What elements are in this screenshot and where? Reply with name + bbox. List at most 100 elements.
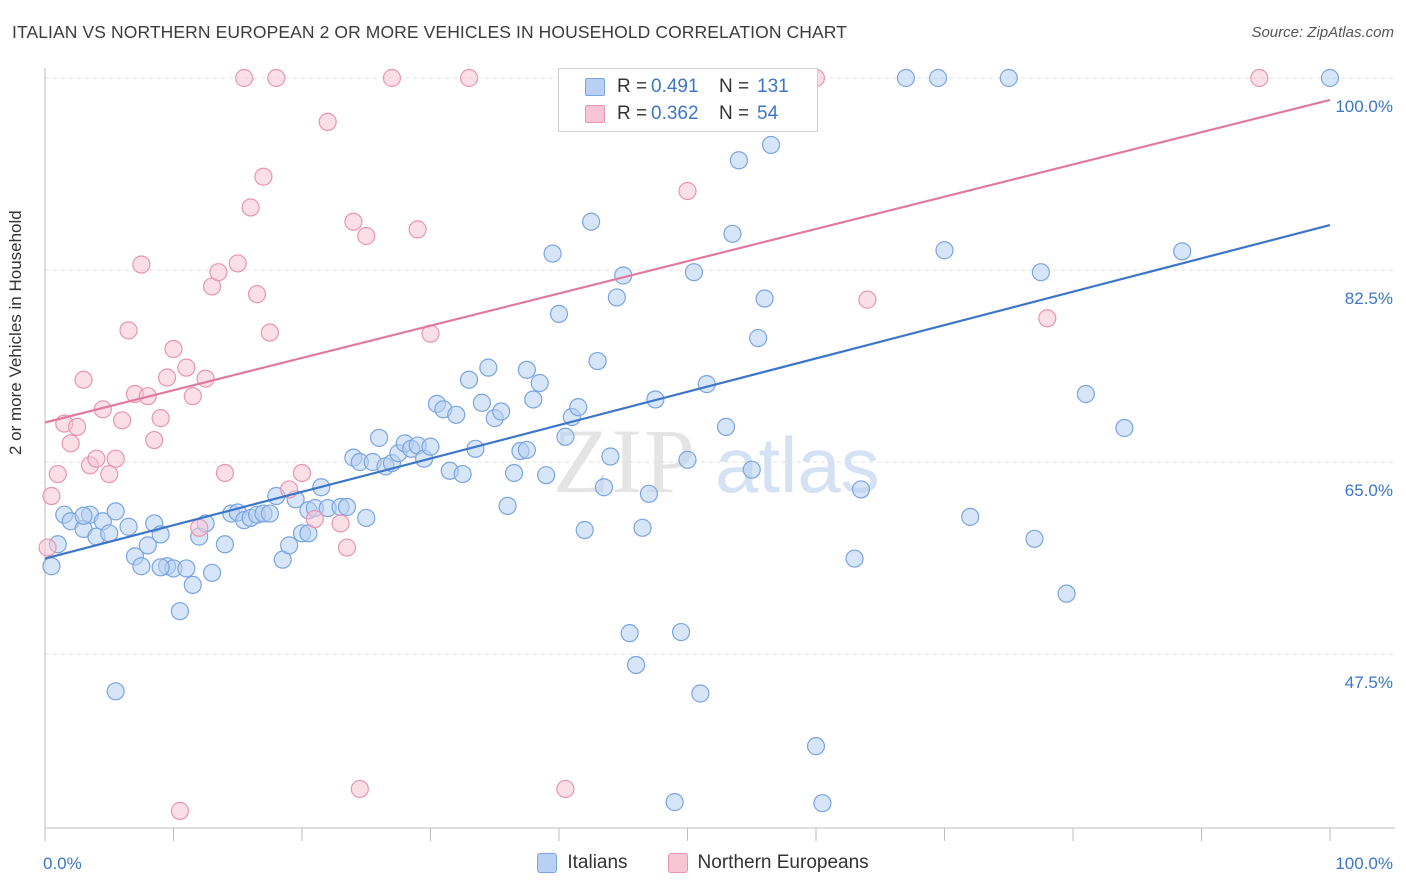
italians-point <box>935 241 954 260</box>
italians-point <box>260 504 279 523</box>
italians-point <box>588 351 607 371</box>
italians-point <box>626 655 646 675</box>
italians-point <box>447 405 466 424</box>
northern-europeans-point <box>678 181 697 201</box>
italians-point <box>607 288 626 307</box>
northern-europeans-point <box>350 779 369 799</box>
italians-point <box>896 68 916 88</box>
legend-swatch-italians <box>585 78 605 96</box>
italians-point <box>537 466 556 485</box>
italians-point <box>556 427 575 446</box>
northern-europeans-point <box>305 509 324 529</box>
watermark-atlas: atlas <box>715 421 880 509</box>
italians-point <box>999 68 1018 88</box>
italians-point <box>280 536 299 555</box>
italians-point <box>370 428 389 447</box>
northern-europeans-point <box>151 409 170 428</box>
italians-point <box>620 624 639 643</box>
italians-point <box>183 575 202 594</box>
italians-point <box>1320 68 1340 88</box>
italians-point <box>633 518 652 537</box>
northern-europeans-point <box>215 463 234 483</box>
northern-europeans-point <box>292 463 312 483</box>
northern-europeans-point <box>408 220 427 239</box>
italians-point <box>202 563 222 582</box>
italians-point <box>170 602 190 621</box>
italians-point <box>177 559 196 578</box>
northern-europeans-point <box>1038 309 1057 328</box>
italians-point <box>517 440 536 460</box>
italians-point <box>337 497 357 517</box>
northern-europeans-point <box>318 112 337 131</box>
italians-point <box>1115 418 1134 438</box>
northern-europeans-point <box>228 254 247 273</box>
italians-point <box>106 502 125 521</box>
northern-europeans-point <box>241 198 260 217</box>
italians-point <box>357 508 376 528</box>
italians-point <box>524 390 543 409</box>
italians-point <box>806 737 826 756</box>
legend-n-value: 54 <box>757 103 779 124</box>
legend-swatch-northern-europeans <box>667 853 688 873</box>
northern-europeans-trend-line <box>44 98 1331 424</box>
italians-point <box>723 224 742 243</box>
italians-point <box>639 484 659 503</box>
y-tick-label: 100.0% <box>1335 97 1393 116</box>
italians-point <box>421 437 440 456</box>
italians-point <box>1173 242 1192 261</box>
italians-point <box>691 684 710 703</box>
northern-europeans-point <box>190 518 209 537</box>
northern-europeans-point <box>119 321 138 340</box>
legend-item-italians[interactable]: Italians <box>537 852 628 874</box>
y-tick-label: 65.0% <box>1345 481 1393 500</box>
legend-r-label: R = <box>617 76 648 97</box>
italians-point <box>1057 584 1076 603</box>
italians-point <box>813 794 832 813</box>
italians-point <box>459 370 479 389</box>
northern-europeans-point <box>556 779 575 799</box>
italians-point <box>132 557 151 576</box>
northern-europeans-point <box>42 486 61 506</box>
northern-europeans-point <box>68 417 87 436</box>
italians-point <box>601 447 620 466</box>
italians-point <box>479 358 498 377</box>
legend-item-northern-europeans[interactable]: Northern Europeans <box>667 852 869 874</box>
italians-trend-line <box>44 223 1331 560</box>
northern-europeans-point <box>858 290 877 309</box>
gridlines <box>45 77 1395 655</box>
italians-point <box>665 793 684 812</box>
northern-europeans-point <box>344 212 363 231</box>
legend-n-label: N = <box>719 103 750 124</box>
northern-europeans-point <box>112 411 132 430</box>
italians-point <box>761 135 781 155</box>
italians-point <box>742 460 761 479</box>
italians-point <box>151 558 170 577</box>
series-legend: Italians Northern Europeans <box>0 852 1406 874</box>
italians-point <box>575 520 594 540</box>
y-axis-label: 2 or more Vehicles in Household <box>6 210 25 455</box>
italians-point <box>1076 384 1095 404</box>
italians-point <box>498 496 517 515</box>
northern-europeans-point <box>459 68 479 88</box>
legend-label-italians: Italians <box>567 852 628 873</box>
northern-europeans-point <box>100 464 119 484</box>
northern-europeans-point <box>132 255 151 274</box>
italians-point <box>928 68 948 88</box>
italians-point <box>678 450 697 469</box>
northern-europeans-point <box>177 358 196 377</box>
stats-legend: R = 0.491 N = 131 R = 0.362 N = 54 <box>558 68 818 132</box>
legend-r-value: 0.362 <box>651 103 699 124</box>
legend-r-value: 0.491 <box>651 76 699 97</box>
legend-r-label: R = <box>617 103 648 124</box>
legend-swatch-northern-europeans <box>585 105 605 123</box>
italians-point <box>138 536 157 555</box>
northern-europeans-point <box>254 167 273 186</box>
legend-label-northern-europeans: Northern Europeans <box>697 852 869 873</box>
trend-lines <box>44 98 1331 560</box>
tick-labels: 47.5% 65.0% 82.5% 100.0% 0.0% 100.0% <box>43 97 1393 873</box>
axes <box>44 68 1395 841</box>
italians-point <box>549 304 569 323</box>
italians-point <box>106 682 125 701</box>
italians-point <box>504 463 524 483</box>
legend-n-value: 131 <box>757 76 789 97</box>
